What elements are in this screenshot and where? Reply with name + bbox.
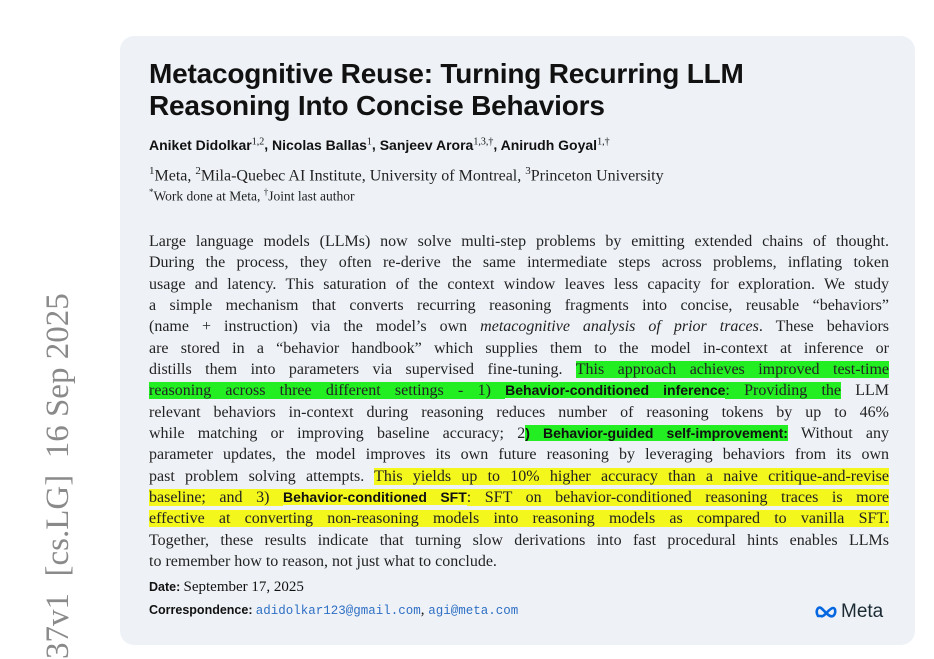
abstract-line: to remember how to reason, not just what…: [149, 551, 889, 572]
abstract-line: reasoning across three different setting…: [149, 380, 889, 401]
highlighted-text: : SFT on behavior-conditioned reasoning …: [466, 489, 890, 507]
abstract-line: Large language models (LLMs) now solve m…: [149, 231, 889, 252]
abstract-text: During the process, they often re-derive…: [149, 254, 889, 272]
highlighted-text: reasoning across three different setting…: [149, 382, 506, 400]
abstract-line: usage and latency. This saturation of th…: [149, 274, 889, 295]
highlighted-text: : Providing the: [725, 382, 841, 400]
highlighted-text: Behavior-conditioned SFT: [282, 489, 467, 506]
abstract-line: relevant behaviors in-context during rea…: [149, 402, 889, 423]
author-list: Aniket Didolkar1,2, Nicolas Ballas1, San…: [149, 136, 610, 153]
paper-title: Metacognitive Reuse: Turning Recurring L…: [149, 58, 744, 121]
author: Nicolas Ballas1: [271, 136, 372, 153]
abstract-line: while matching or improving baseline acc…: [149, 423, 889, 444]
abstract-text: parameter updates, the model improves it…: [149, 446, 889, 464]
abstract-line: a simple mechanism that converts recurri…: [149, 295, 889, 316]
date-label: Date:: [149, 580, 181, 594]
abstract-text: distills them into parameters via superv…: [149, 361, 576, 379]
abstract-line: During the process, they often re-derive…: [149, 252, 889, 273]
abstract-line: distills them into parameters via superv…: [149, 359, 889, 380]
abstract-text: to remember how to reason, not just what…: [149, 553, 497, 571]
email-link[interactable]: agi@meta.com: [428, 604, 519, 618]
abstract-text: Large language models (LLMs) now solve m…: [149, 233, 889, 250]
abstract: Large language models (LLMs) now solve m…: [149, 231, 890, 573]
arxiv-stamp: 37v1 [cs.LG] 16 Sep 2025: [40, 293, 76, 659]
abstract-line: Together, these results indicate that tu…: [149, 530, 889, 551]
abstract-text: usage and latency. This saturation of th…: [149, 275, 889, 293]
highlighted-text: baseline; and 3): [149, 489, 283, 507]
abstract-text: relevant behaviors in-context during rea…: [149, 403, 889, 421]
correspondence-label: Correspondence:: [149, 603, 253, 617]
paper-header-card: Metacognitive Reuse: Turning Recurring L…: [120, 36, 915, 645]
author-notes: *Work done at Meta, †Joint last author: [149, 187, 355, 204]
abstract-text: Without any: [787, 425, 889, 443]
abstract-line: effective at converting non-reasoning mo…: [149, 508, 889, 529]
highlighted-text: Behavior-conditioned inference: [505, 382, 726, 399]
abstract-line: baseline; and 3) Behavior-conditioned SF…: [149, 487, 890, 508]
highlighted-text: effective at converting non-reasoning mo…: [149, 510, 889, 528]
abstract-text: metacognitive analysis of prior traces: [480, 318, 759, 336]
author: Aniket Didolkar1,2: [149, 136, 265, 153]
abstract-line: (name + instruction) via the model’s own…: [149, 316, 889, 337]
meta-infinity-icon: [815, 606, 837, 618]
abstract-text: LLM: [841, 382, 890, 400]
highlighted-text: ) Behavior-guided self-improvement:: [525, 425, 788, 442]
author: Sanjeev Arora1,3,†: [379, 136, 494, 153]
abstract-line: are stored in a “behavior handbook” whic…: [149, 338, 889, 359]
abstract-text: are stored in a “behavior handbook” whic…: [149, 339, 889, 357]
abstract-text: a simple mechanism that converts recurri…: [149, 297, 889, 315]
correspondence-row: Correspondence: adidolkar123@gmail.com, …: [149, 602, 519, 618]
affiliations: 1Meta, 2Mila-Quebec AI Institute, Univer…: [149, 165, 664, 185]
date-row: Date: September 17, 2025: [149, 579, 304, 596]
date-value: September 17, 2025: [183, 579, 304, 595]
highlighted-text: This yields up to 10% higher accuracy th…: [374, 467, 889, 485]
author: Anirudh Goyal1,†: [500, 136, 610, 153]
abstract-text: while matching or improving baseline acc…: [149, 425, 526, 443]
abstract-text: past problem solving attempts.: [149, 467, 375, 485]
highlighted-text: This approach achieves improved test-tim…: [575, 361, 889, 379]
abstract-text: (name + instruction) via the model’s own: [149, 318, 481, 336]
abstract-line: past problem solving attempts. This yiel…: [149, 466, 889, 487]
abstract-text: Together, these results indicate that tu…: [149, 531, 889, 549]
email-link[interactable]: adidolkar123@gmail.com: [255, 604, 421, 618]
abstract-text: . These behaviors: [758, 318, 890, 336]
meta-logo: Meta: [815, 601, 883, 623]
abstract-line: parameter updates, the model improves it…: [149, 444, 889, 465]
